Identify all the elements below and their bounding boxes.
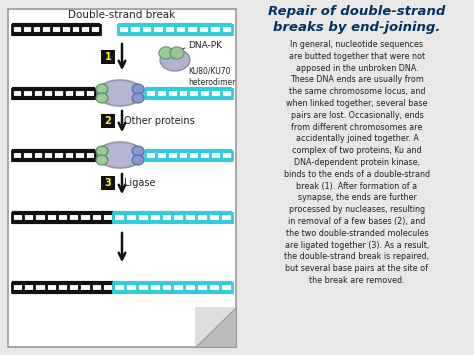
Text: 1: 1 — [105, 52, 111, 62]
Text: Ligase: Ligase — [124, 178, 155, 188]
Ellipse shape — [132, 155, 144, 165]
Text: KU80/KU70
heterodimer: KU80/KU70 heterodimer — [188, 67, 236, 87]
Ellipse shape — [160, 49, 190, 71]
Ellipse shape — [170, 47, 184, 59]
FancyBboxPatch shape — [8, 9, 236, 347]
Ellipse shape — [132, 93, 144, 103]
Ellipse shape — [96, 146, 108, 156]
Text: In general, nucleotide sequences
are butted together that were not
apposed in th: In general, nucleotide sequences are but… — [284, 40, 430, 285]
FancyBboxPatch shape — [101, 114, 115, 128]
Text: Double-strand break: Double-strand break — [68, 10, 176, 20]
Text: 3: 3 — [105, 178, 111, 188]
Ellipse shape — [96, 93, 108, 103]
Polygon shape — [195, 307, 236, 347]
FancyBboxPatch shape — [101, 176, 115, 190]
Ellipse shape — [97, 80, 143, 106]
Ellipse shape — [132, 146, 144, 156]
Ellipse shape — [132, 84, 144, 94]
Text: DNA-PK: DNA-PK — [188, 40, 222, 49]
Text: Repair of double-strand
breaks by end-joining.: Repair of double-strand breaks by end-jo… — [268, 5, 446, 33]
Ellipse shape — [97, 142, 143, 168]
Ellipse shape — [159, 47, 173, 59]
Ellipse shape — [96, 155, 108, 165]
Text: Other proteins: Other proteins — [124, 116, 195, 126]
Ellipse shape — [96, 84, 108, 94]
Text: 2: 2 — [105, 116, 111, 126]
FancyBboxPatch shape — [101, 50, 115, 64]
Polygon shape — [195, 307, 236, 347]
